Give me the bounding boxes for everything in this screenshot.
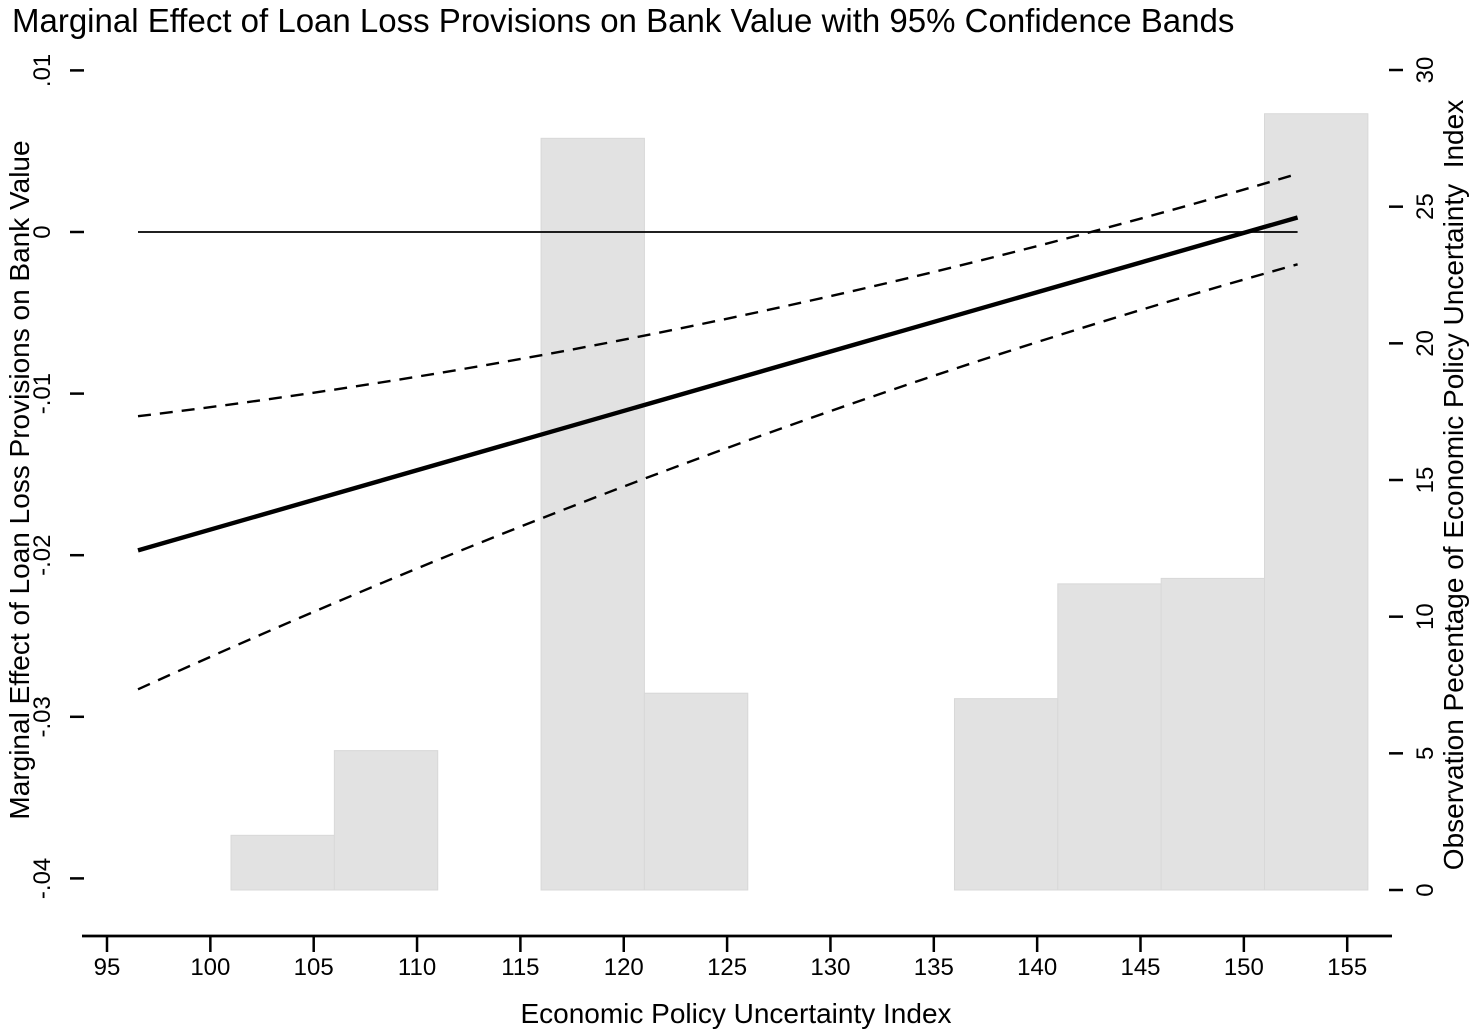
x-tick-label: 155 [1327, 954, 1367, 981]
histogram-bar [1057, 583, 1162, 891]
left-y-tick-label: -.03 [29, 696, 56, 737]
x-tick-label: 110 [398, 954, 436, 981]
x-tick-label: 105 [294, 954, 334, 981]
histogram-bar [953, 698, 1059, 891]
right-y-tick-label: 10 [1412, 603, 1439, 630]
right-y-tick-label: 15 [1412, 467, 1439, 494]
x-tick-label: 135 [914, 954, 954, 981]
x-tick-label: 150 [1224, 954, 1264, 981]
histogram-bar [1160, 577, 1266, 891]
left-y-tick-label: .01 [29, 54, 56, 87]
histogram-bar [643, 692, 749, 891]
left-y-tick-label: -.04 [29, 858, 56, 899]
x-tick-label: 125 [707, 954, 747, 981]
x-tick-label: 100 [190, 954, 230, 981]
histogram-bar [333, 750, 439, 891]
x-tick-label: 115 [501, 954, 539, 981]
left-y-tick-label: -.01 [29, 373, 56, 414]
marginal-effect-line [137, 215, 1299, 553]
x-tick-label: 140 [1017, 954, 1057, 981]
ci-upper-line [137, 172, 1298, 418]
right-y-tick-label: 25 [1412, 193, 1439, 220]
x-tick-label: 130 [810, 954, 850, 981]
x-axis-title: Economic Policy Uncertainty Index [520, 998, 952, 1029]
histogram-bar [540, 137, 645, 891]
chart-title: Marginal Effect of Loan Loss Provisions … [12, 2, 1235, 39]
x-tick-label: 95 [94, 954, 121, 981]
right-y-tick-label: 30 [1412, 57, 1439, 84]
histogram-bar [230, 834, 335, 891]
right-y-tick-label: 20 [1412, 330, 1439, 357]
left-y-tick-label: -.02 [29, 535, 56, 576]
ci-lower-line [137, 263, 1298, 691]
x-tick-label: 120 [604, 954, 644, 981]
right-y-tick-label: 0 [1412, 883, 1439, 896]
histogram-bar [1264, 113, 1369, 891]
x-tick-label: 145 [1120, 954, 1160, 981]
right-y-tick-label: 5 [1412, 747, 1439, 760]
left-y-tick-label: 0 [29, 225, 56, 238]
